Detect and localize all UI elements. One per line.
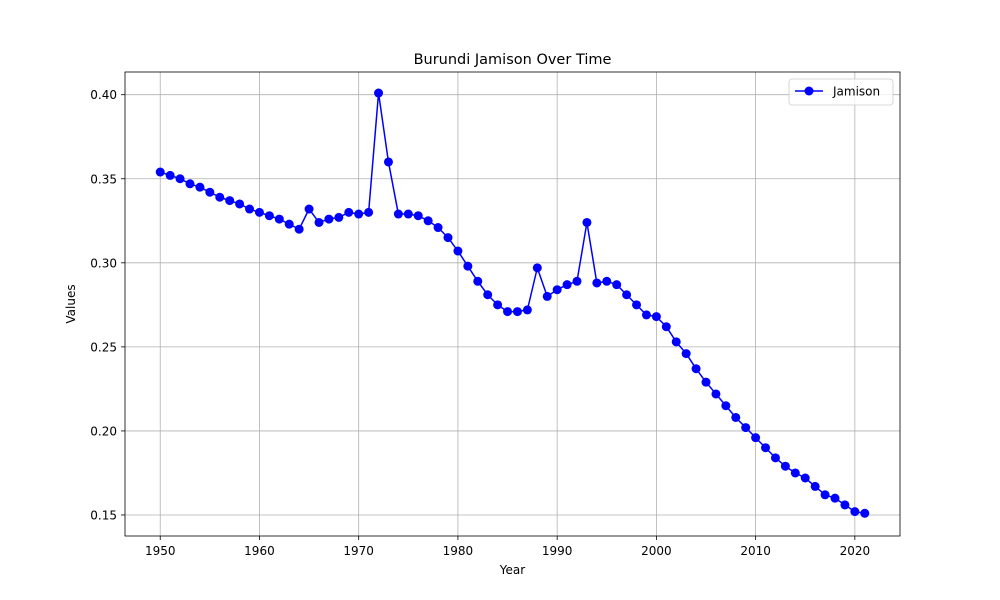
x-axis: 1950 1960 1970 1980 1990 2000 2010 2020 bbox=[145, 536, 870, 558]
x-tick-label: 2000 bbox=[641, 544, 672, 558]
data-point bbox=[522, 305, 532, 315]
data-point bbox=[651, 312, 661, 322]
data-point bbox=[364, 207, 374, 217]
data-point bbox=[453, 246, 463, 256]
data-point bbox=[810, 481, 820, 491]
data-point bbox=[701, 377, 711, 387]
data-point bbox=[443, 233, 453, 243]
x-tick-label: 1980 bbox=[443, 544, 474, 558]
data-point bbox=[235, 199, 245, 209]
data-point bbox=[860, 508, 870, 518]
data-point bbox=[264, 211, 274, 221]
data-point bbox=[671, 337, 681, 347]
data-point bbox=[800, 473, 810, 483]
data-point bbox=[483, 290, 493, 300]
data-point bbox=[215, 192, 225, 202]
data-point bbox=[691, 364, 701, 374]
data-point bbox=[562, 280, 572, 290]
data-point bbox=[761, 443, 771, 453]
data-point bbox=[790, 468, 800, 478]
y-axis: 0.15 0.20 0.25 0.30 0.35 0.40 bbox=[90, 88, 125, 522]
data-point bbox=[731, 412, 741, 422]
legend-box bbox=[788, 78, 894, 106]
chart-title: Burundi Jamison Over Time bbox=[414, 52, 612, 68]
data-point bbox=[165, 170, 175, 180]
data-point bbox=[780, 461, 790, 471]
data-point bbox=[175, 174, 185, 184]
data-point bbox=[512, 307, 522, 317]
data-point bbox=[602, 276, 612, 286]
data-point bbox=[612, 280, 622, 290]
data-point bbox=[721, 401, 731, 411]
data-point bbox=[741, 423, 751, 433]
y-tick-label: 0.25 bbox=[90, 340, 117, 354]
data-point bbox=[225, 196, 235, 206]
data-point bbox=[840, 500, 850, 510]
data-point bbox=[245, 204, 255, 214]
data-point bbox=[473, 276, 483, 286]
data-point bbox=[403, 209, 413, 219]
data-point bbox=[532, 263, 542, 273]
data-point bbox=[592, 278, 602, 288]
data-point bbox=[205, 187, 215, 197]
data-point bbox=[354, 209, 364, 219]
y-tick-label: 0.15 bbox=[90, 508, 117, 522]
x-tick-label: 2010 bbox=[740, 544, 771, 558]
grid bbox=[125, 72, 900, 536]
data-point bbox=[393, 209, 403, 219]
data-point bbox=[374, 88, 384, 98]
legend-marker-swatch bbox=[804, 86, 814, 96]
x-axis-label: Year bbox=[499, 563, 525, 577]
data-point bbox=[493, 300, 503, 310]
data-point bbox=[552, 285, 562, 295]
y-tick-label: 0.20 bbox=[90, 424, 117, 438]
data-point bbox=[681, 349, 691, 359]
data-point bbox=[463, 261, 473, 271]
data-point bbox=[304, 204, 314, 214]
data-point bbox=[572, 276, 582, 286]
plot-frame bbox=[124, 71, 901, 537]
data-point bbox=[751, 433, 761, 443]
data-point bbox=[503, 307, 513, 317]
x-tick-label: 1990 bbox=[542, 544, 573, 558]
data-point bbox=[185, 179, 195, 189]
y-tick-label: 0.35 bbox=[90, 172, 117, 186]
data-point bbox=[254, 207, 264, 217]
data-point bbox=[711, 389, 721, 399]
series-layer bbox=[155, 88, 870, 518]
data-point bbox=[661, 322, 671, 332]
x-tick-label: 1960 bbox=[244, 544, 275, 558]
data-point bbox=[850, 507, 860, 517]
data-point bbox=[433, 223, 443, 233]
data-point bbox=[284, 219, 294, 229]
data-point bbox=[830, 493, 840, 503]
data-point bbox=[542, 291, 552, 301]
data-point bbox=[641, 310, 651, 320]
data-point bbox=[344, 207, 354, 217]
data-point bbox=[582, 217, 592, 227]
y-tick-label: 0.40 bbox=[90, 88, 117, 102]
y-axis-label: Values bbox=[64, 284, 78, 323]
data-point bbox=[324, 214, 334, 224]
x-tick-label: 1970 bbox=[343, 544, 374, 558]
data-point bbox=[622, 290, 632, 300]
data-point bbox=[195, 182, 205, 192]
data-point bbox=[155, 167, 165, 177]
data-point bbox=[274, 214, 284, 224]
data-point bbox=[334, 212, 344, 222]
legend: Jamison bbox=[788, 78, 894, 106]
x-tick-label: 2020 bbox=[840, 544, 871, 558]
data-point bbox=[383, 157, 393, 167]
data-point bbox=[314, 217, 324, 227]
data-point bbox=[294, 224, 304, 234]
data-point bbox=[632, 300, 642, 310]
data-point bbox=[820, 490, 830, 500]
x-tick-label: 1950 bbox=[145, 544, 176, 558]
legend-label: Jamison bbox=[832, 85, 880, 99]
data-point bbox=[423, 216, 433, 226]
data-point bbox=[770, 453, 780, 463]
y-tick-label: 0.30 bbox=[90, 256, 117, 270]
data-point bbox=[413, 211, 423, 221]
